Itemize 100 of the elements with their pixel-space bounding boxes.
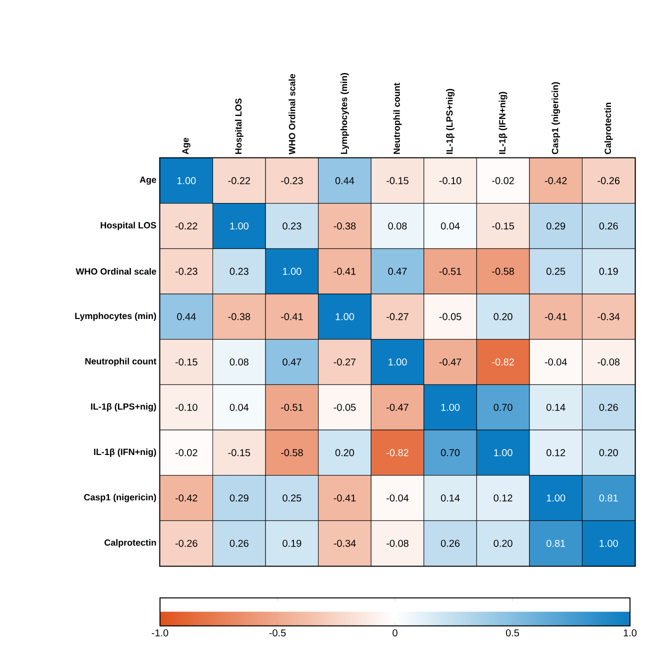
data-label: 0.70	[494, 404, 512, 411]
x-tick-label: Calprotectin	[604, 102, 613, 154]
data-label: 0.12	[546, 449, 566, 456]
color-bar-label: 0.5	[506, 629, 520, 636]
data-label: -0.02	[492, 177, 514, 184]
data-label: 0.44	[177, 313, 196, 320]
data-label: -0.08	[386, 540, 408, 547]
y-tick-label: Neutrophil count	[85, 358, 156, 366]
data-label: -0.38	[334, 222, 356, 230]
data-label: 0.70	[440, 449, 460, 456]
data-label: -0.51	[439, 268, 462, 275]
data-label: 1.00	[600, 540, 618, 547]
data-label: 0.20	[599, 449, 618, 456]
data-label: 0.47	[388, 268, 407, 275]
data-label: -0.15	[386, 177, 408, 184]
data-label: -0.34	[334, 540, 356, 547]
data-label: -0.47	[439, 358, 462, 366]
y-tick-label: Hospital LOS	[100, 222, 156, 230]
x-tick-label: IL-1β (IFN+nig)	[498, 92, 508, 154]
data-label: -0.42	[175, 494, 198, 502]
color-bar-label: 0	[392, 629, 398, 636]
x-tick-label: Lymphocytes (min)	[340, 73, 349, 154]
data-label: -0.23	[281, 177, 303, 184]
data-label: 0.19	[599, 268, 618, 275]
data-label: -0.41	[544, 313, 567, 320]
data-label: -0.42	[544, 177, 567, 184]
color-bar-label: -1.0	[152, 629, 168, 636]
data-label: -0.10	[439, 177, 462, 184]
data-label: 0.29	[230, 494, 248, 502]
x-tick-label: WHO Ordinal scale	[288, 74, 296, 154]
data-label: 0.26	[599, 222, 618, 230]
data-label: -0.82	[492, 358, 514, 366]
data-label: 0.08	[230, 358, 248, 366]
data-label: 1.00	[230, 222, 248, 230]
color-bar-label: -0.5	[269, 629, 286, 636]
data-label: -0.15	[175, 358, 198, 366]
data-label: -0.05	[439, 313, 462, 320]
data-label: -0.41	[334, 268, 356, 275]
data-label: 0.04	[440, 222, 460, 230]
data-label: 0.26	[599, 404, 618, 411]
data-label: 0.23	[282, 222, 302, 230]
data-label: -0.05	[334, 404, 356, 411]
data-label: 1.00	[494, 449, 512, 456]
data-label: -0.41	[334, 494, 356, 502]
data-label: -0.08	[598, 358, 620, 366]
y-tick-label: WHO Ordinal scale	[76, 268, 156, 275]
data-label: 0.20	[494, 313, 512, 320]
data-label: 1.00	[283, 268, 302, 275]
y-tick-label: IL-1β (LPS+nig)	[91, 403, 156, 412]
data-label: 1.00	[388, 358, 407, 366]
y-tick-label: Age	[140, 176, 156, 185]
data-label: -0.23	[175, 268, 198, 275]
data-label: 0.23	[230, 268, 248, 275]
data-label: -0.04	[544, 358, 567, 366]
data-label: -0.26	[175, 540, 198, 547]
color-bar-label: 1.0	[624, 629, 637, 636]
data-label: 0.47	[282, 358, 302, 366]
data-label: -0.02	[175, 449, 198, 456]
data-label: 0.26	[440, 540, 460, 547]
data-label: -0.58	[281, 449, 303, 456]
data-label: -0.47	[386, 404, 408, 411]
data-label: 1.00	[177, 177, 196, 184]
data-label: 0.25	[546, 268, 566, 275]
data-label: 1.00	[441, 404, 460, 411]
data-label: 0.26	[230, 540, 248, 547]
y-tick-label: Lymphocytes (min)	[75, 312, 156, 321]
data-label: -0.10	[175, 404, 198, 411]
data-label: 0.44	[335, 177, 354, 184]
data-label: -0.15	[492, 222, 514, 230]
data-label: 0.81	[546, 540, 566, 547]
data-label: 0.20	[494, 540, 512, 547]
x-tick-label: Age	[182, 138, 190, 154]
y-tick-label: Calprotectin	[104, 539, 156, 548]
data-label: 0.19	[282, 540, 302, 547]
y-tick-label: Casp1 (nigericin)	[84, 494, 156, 502]
data-label: -0.27	[334, 358, 356, 366]
data-label: -0.22	[175, 222, 198, 230]
data-label: -0.34	[598, 313, 620, 320]
data-label: 0.04	[230, 404, 249, 411]
x-tick-label: IL-1β (LPS+nig)	[446, 88, 454, 154]
x-tick-label: Hospital LOS	[234, 98, 244, 154]
data-label: -0.41	[281, 313, 303, 320]
data-label: -0.82	[386, 449, 408, 456]
data-label: 0.20	[335, 449, 354, 456]
data-label: 0.14	[546, 404, 566, 411]
data-label: 0.25	[282, 494, 302, 502]
data-label: 0.12	[494, 494, 512, 502]
data-label: -0.04	[386, 494, 409, 502]
x-tick-label: Neutrophil count	[393, 82, 402, 154]
data-label: -0.51	[281, 404, 303, 411]
y-tick-label: IL-1β (IFN+nig)	[94, 448, 156, 457]
data-label: -0.58	[492, 268, 514, 275]
x-tick-label: Casp1 (nigericin)	[552, 82, 560, 154]
data-label: 0.14	[440, 494, 460, 502]
data-label: 1.00	[546, 494, 566, 502]
data-label: 0.08	[388, 222, 407, 230]
data-label: 0.81	[599, 494, 618, 502]
data-label: -0.38	[228, 313, 250, 320]
data-label: -0.22	[228, 177, 250, 184]
data-label: 1.00	[336, 313, 354, 320]
